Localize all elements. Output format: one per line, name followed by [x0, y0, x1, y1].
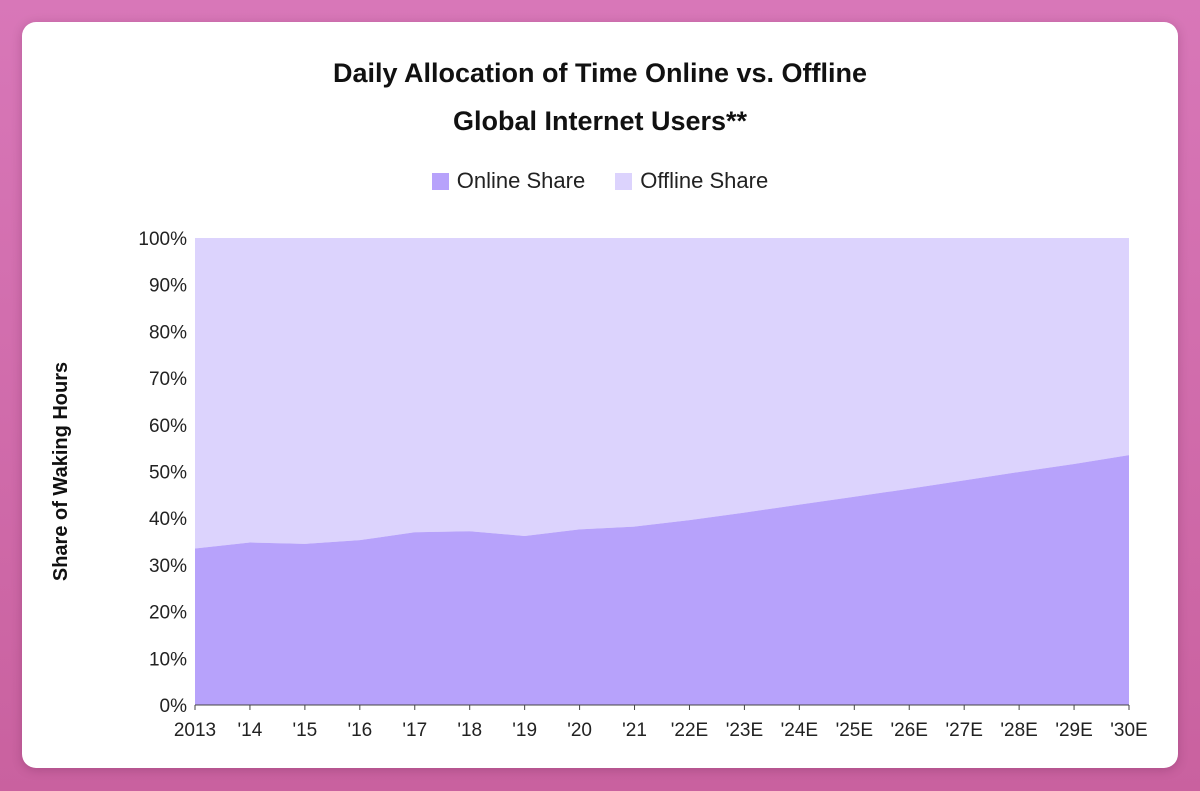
- legend-item-online: Online Share: [431, 168, 586, 194]
- y-axis-title: Share of Waking Hours: [50, 362, 72, 581]
- x-tick-label: '19: [512, 720, 537, 741]
- x-tick-label: '30E: [1110, 720, 1147, 741]
- x-tick-label: '22E: [671, 720, 708, 741]
- x-tick-label: '17: [402, 720, 427, 741]
- legend-label-online: Online Share: [456, 168, 586, 193]
- x-tick-label: '28E: [1000, 720, 1037, 741]
- y-tick-label: 60%: [149, 416, 187, 437]
- x-tick-label: '18: [457, 720, 482, 741]
- x-tick-label: '27E: [945, 720, 982, 741]
- online-share-area: [195, 455, 1129, 705]
- y-tick-label: 100%: [138, 229, 187, 250]
- area-chart: 0% 10% 20% 30% 40% 50% 60% 70% 80% 90% 100% 2013 '14…: [50, 229, 1148, 741]
- legend-swatch-online: [431, 172, 449, 190]
- x-tick-label: '14: [238, 720, 263, 741]
- y-tick-label: 40%: [149, 509, 187, 530]
- chart-title-line-1: Daily Allocation of Time Online vs. Offl…: [332, 58, 868, 88]
- x-tick-label: '16: [347, 720, 372, 741]
- y-tick-label: 90%: [149, 276, 187, 297]
- x-tick-label: '20: [567, 720, 592, 741]
- x-tick-label: '26E: [891, 720, 928, 741]
- chart-card: Daily Allocation of Time Online vs. Offl…: [22, 22, 1178, 768]
- y-tick-label: 70%: [149, 369, 187, 390]
- y-tick-label: 30%: [149, 556, 187, 577]
- y-tick-label: 20%: [149, 603, 187, 624]
- offline-share-area: [195, 238, 1129, 549]
- y-tick-label: 10%: [149, 649, 187, 670]
- chart-legend: Online Share Offline Share: [22, 168, 1178, 194]
- y-tick-label: 50%: [149, 463, 187, 484]
- x-tick-label: '15: [292, 720, 317, 741]
- y-tick-label: 80%: [149, 322, 187, 343]
- legend-swatch-offline: [615, 172, 633, 190]
- x-tick-label: '23E: [726, 720, 763, 741]
- chart-title-line-2: Global Internet Users**: [452, 106, 748, 136]
- x-tick-label: '25E: [836, 720, 873, 741]
- x-tick-label: 2013: [174, 720, 216, 741]
- x-tick-label: '21: [622, 720, 647, 741]
- legend-item-offline: Offline Share: [615, 168, 768, 194]
- legend-label-offline: Offline Share: [640, 168, 769, 193]
- x-tick-label: '24E: [781, 720, 818, 741]
- x-tick-label: '29E: [1055, 720, 1092, 741]
- y-tick-label: 0%: [160, 696, 188, 717]
